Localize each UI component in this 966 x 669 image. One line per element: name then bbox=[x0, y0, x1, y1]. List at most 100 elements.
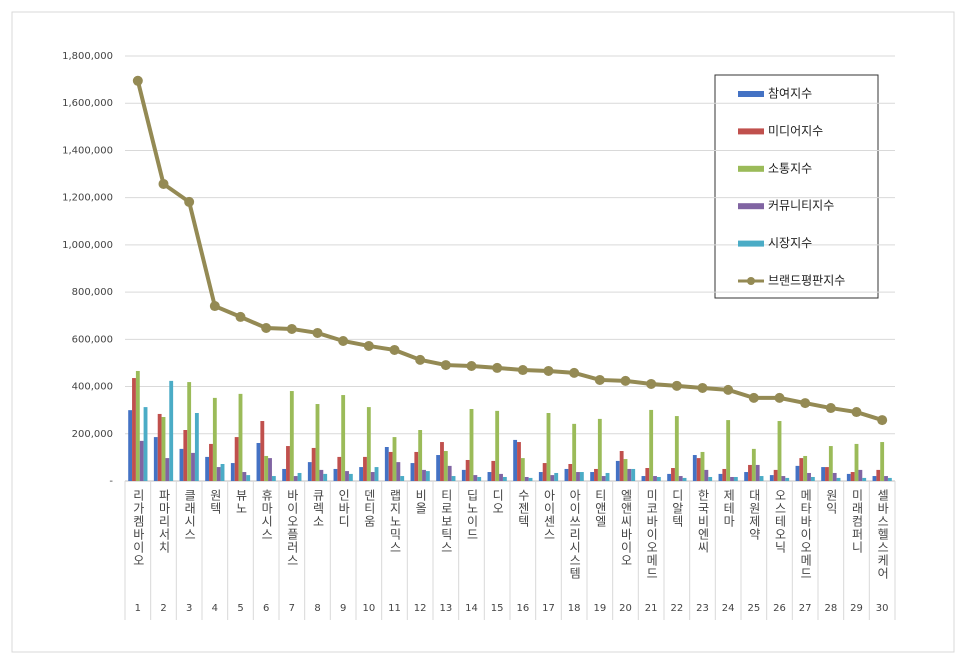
legend-label: 미디어지수 bbox=[768, 124, 823, 138]
x-tick-label: 바이오플러스 bbox=[285, 489, 299, 567]
x-tick-number: 4 bbox=[212, 603, 218, 614]
bar bbox=[759, 476, 764, 481]
bar bbox=[722, 468, 727, 481]
x-tick-number: 3 bbox=[186, 603, 192, 614]
x-tick-label: 뷰노 bbox=[234, 489, 248, 515]
y-tick-label: 1,200,000 bbox=[62, 193, 113, 204]
bar bbox=[623, 459, 628, 481]
legend-swatch bbox=[738, 203, 764, 210]
legend-label: 브랜드평판지수 bbox=[768, 274, 845, 288]
bar bbox=[128, 410, 133, 481]
bar bbox=[579, 472, 584, 481]
bar bbox=[153, 437, 158, 481]
bar bbox=[671, 468, 675, 481]
bar bbox=[667, 473, 672, 481]
x-tick-label: 디알텍 bbox=[670, 489, 684, 528]
y-tick-label: 1,800,000 bbox=[62, 51, 113, 62]
bar bbox=[619, 451, 624, 481]
y-tick-label: 400,000 bbox=[72, 382, 113, 393]
y-tick-label: 1,400,000 bbox=[62, 145, 113, 156]
bar bbox=[242, 472, 247, 481]
line-marker bbox=[338, 335, 349, 346]
bar bbox=[465, 459, 470, 481]
x-tick-number: 25 bbox=[747, 603, 760, 614]
bar bbox=[656, 476, 661, 481]
legend-label: 참여지수 bbox=[768, 87, 812, 101]
x-tick-label: 수젠텍 bbox=[516, 489, 530, 528]
bar bbox=[388, 451, 393, 481]
x-tick-number: 30 bbox=[876, 603, 889, 614]
bar bbox=[216, 467, 221, 481]
bar bbox=[422, 469, 426, 481]
x-tick-label: 티앤엘 bbox=[593, 489, 607, 528]
bar bbox=[641, 476, 646, 481]
bar bbox=[370, 472, 375, 481]
line-marker bbox=[877, 415, 888, 426]
line-marker bbox=[132, 75, 143, 86]
bar bbox=[678, 476, 683, 481]
bar bbox=[601, 476, 606, 481]
line-marker bbox=[569, 367, 580, 378]
y-tick-label: - bbox=[109, 476, 113, 487]
bar bbox=[135, 370, 140, 481]
bar bbox=[238, 393, 243, 481]
bar bbox=[359, 467, 364, 481]
line-marker bbox=[492, 362, 503, 373]
bar bbox=[649, 409, 654, 481]
bar bbox=[568, 464, 573, 481]
bar bbox=[179, 448, 184, 481]
x-tick-number: 14 bbox=[465, 603, 478, 614]
bar bbox=[461, 469, 466, 481]
bar bbox=[323, 473, 328, 481]
x-tick-label: 비올 bbox=[414, 489, 428, 515]
x-tick-number: 7 bbox=[289, 603, 295, 614]
x-tick-label: 디오 bbox=[491, 489, 505, 515]
x-tick-number: 23 bbox=[696, 603, 709, 614]
line-marker bbox=[184, 196, 195, 207]
bar bbox=[748, 464, 752, 481]
bar bbox=[872, 476, 877, 481]
x-tick-label: 원익 bbox=[824, 489, 838, 515]
bar bbox=[564, 468, 569, 481]
bar bbox=[440, 442, 444, 481]
bar bbox=[542, 463, 547, 481]
line-marker bbox=[646, 378, 657, 389]
bar bbox=[880, 442, 885, 481]
y-tick-label: 200,000 bbox=[72, 429, 113, 440]
bar bbox=[183, 430, 188, 481]
x-tick-label: 랩지노믹스 bbox=[388, 489, 402, 554]
bar bbox=[858, 469, 863, 481]
bar bbox=[220, 464, 225, 481]
bar bbox=[836, 477, 841, 481]
x-tick-number: 9 bbox=[340, 603, 346, 614]
x-tick-number: 11 bbox=[388, 603, 401, 614]
legend-box bbox=[714, 74, 879, 299]
x-tick-number: 19 bbox=[593, 603, 606, 614]
bar bbox=[447, 465, 452, 481]
bar bbox=[832, 472, 837, 481]
bar bbox=[414, 451, 419, 481]
x-tick-number: 12 bbox=[414, 603, 427, 614]
bar bbox=[161, 417, 166, 481]
legend-swatch bbox=[747, 277, 755, 285]
line-marker bbox=[748, 392, 759, 403]
bar bbox=[418, 430, 423, 481]
x-tick-label: 티로보틱스 bbox=[439, 489, 453, 554]
y-tick-label: 1,000,000 bbox=[62, 240, 113, 251]
x-tick-label: 대원제약 bbox=[747, 489, 761, 541]
bar bbox=[246, 475, 251, 481]
x-tick-label: 리가켐바이오 bbox=[131, 489, 145, 567]
bar bbox=[846, 473, 851, 481]
bar bbox=[785, 477, 790, 481]
bar bbox=[777, 421, 782, 481]
bar bbox=[477, 476, 482, 481]
bar bbox=[821, 467, 826, 481]
x-tick-number: 17 bbox=[542, 603, 555, 614]
bar bbox=[631, 468, 636, 481]
legend-swatch bbox=[738, 165, 764, 172]
bar bbox=[425, 471, 430, 481]
bar bbox=[282, 468, 287, 481]
line-marker bbox=[261, 323, 272, 333]
bar bbox=[594, 468, 598, 481]
bar bbox=[674, 416, 679, 481]
